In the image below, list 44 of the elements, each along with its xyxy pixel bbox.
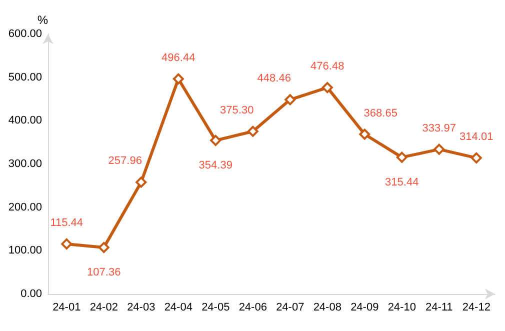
point xyxy=(359,128,370,140)
y-axis-title: % xyxy=(37,13,48,27)
point xyxy=(247,126,258,137)
x-tick-label: 24-04 xyxy=(164,302,192,314)
y-tick-label: 200.00 xyxy=(8,201,42,214)
x-tick-label: 24-12 xyxy=(462,302,490,314)
data-label: 496.44 xyxy=(162,52,196,64)
point xyxy=(210,134,222,146)
x-tick-label: 24-07 xyxy=(276,302,304,314)
y-tick-label: 400.00 xyxy=(8,114,42,127)
point xyxy=(322,82,333,94)
data-label: 375.30 xyxy=(220,104,254,116)
x-tick-label: 24-02 xyxy=(90,302,118,314)
x-tick-label: 24-11 xyxy=(425,302,453,314)
x-tick-label: 24-08 xyxy=(313,302,342,314)
data-label: 448.46 xyxy=(257,72,291,85)
x-tick-label: 24-01 xyxy=(52,302,81,314)
data-label: 354.39 xyxy=(198,159,232,172)
point xyxy=(434,144,445,155)
point xyxy=(470,152,482,164)
data-label: 333.97 xyxy=(422,122,456,134)
point xyxy=(136,176,147,188)
y-tick-label: 0.00 xyxy=(20,288,42,300)
x-tick-label: 24-06 xyxy=(238,302,267,314)
y-tick-label: 300.00 xyxy=(8,158,42,170)
y-tick-label: 500.00 xyxy=(8,71,42,84)
x-tick-label: 24-10 xyxy=(388,302,416,314)
data-label: 476.48 xyxy=(310,60,344,73)
point xyxy=(98,242,110,253)
point xyxy=(284,94,296,106)
data-label: 107.36 xyxy=(87,266,121,278)
point xyxy=(172,73,184,84)
x-tick-label: 24-03 xyxy=(127,302,156,314)
data-label: 368.65 xyxy=(364,107,398,120)
data-label: 257.96 xyxy=(108,155,142,168)
data-label: 115.44 xyxy=(50,216,84,229)
data-label: 314.01 xyxy=(460,130,494,143)
point xyxy=(61,238,72,250)
point xyxy=(396,152,408,163)
x-tick-label: 24-09 xyxy=(350,302,379,314)
x-tick-label: 24-05 xyxy=(202,302,230,314)
y-tick-label: 600.00 xyxy=(8,28,42,40)
data-label: 315.44 xyxy=(385,176,419,188)
y-tick-label: 100.00 xyxy=(8,244,42,257)
